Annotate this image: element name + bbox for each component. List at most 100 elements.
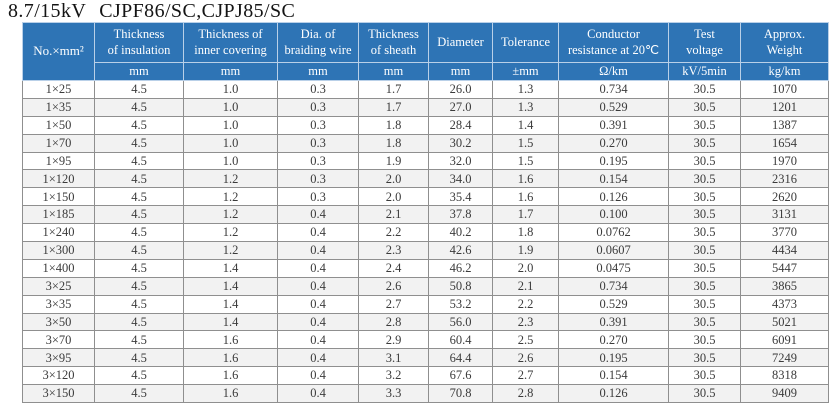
cell-braiding-wire: 0.4 bbox=[277, 241, 359, 260]
cell-inner-covering: 1.2 bbox=[183, 223, 278, 243]
cell-sheath: 1.8 bbox=[358, 115, 429, 135]
cell-size: 3×120 bbox=[22, 366, 95, 386]
table-row: 3×50 4.5 1.4 0.4 2.8 56.0 2.3 0.391 30.5 5021 bbox=[22, 312, 829, 332]
cell-resistance: 0.734 bbox=[558, 276, 669, 296]
cell-weight: 3865 bbox=[740, 276, 829, 296]
column-header-insulation: Thickness of insulation bbox=[94, 22, 184, 63]
cell-size: 3×95 bbox=[22, 348, 95, 368]
cell-weight: 3770 bbox=[740, 223, 829, 243]
cell-sheath: 2.3 bbox=[358, 241, 429, 260]
cell-insulation: 4.5 bbox=[94, 151, 184, 171]
cell-insulation: 4.5 bbox=[94, 223, 184, 243]
table-row: 3×150 4.5 1.6 0.4 3.3 70.8 2.8 0.126 30.5 9409 bbox=[22, 384, 829, 404]
cell-diameter: 32.0 bbox=[428, 151, 493, 171]
cell-diameter: 60.4 bbox=[428, 330, 493, 350]
table-row: 1×70 4.5 1.0 0.3 1.8 30.2 1.5 0.270 30.5 1654 bbox=[22, 133, 829, 153]
cell-inner-covering: 1.6 bbox=[183, 330, 278, 350]
table-row: 1×300 4.5 1.2 0.4 2.3 42.6 1.9 0.0607 30.5 4434 bbox=[22, 241, 829, 260]
cell-size: 1×400 bbox=[22, 258, 95, 278]
cell-weight: 9409 bbox=[740, 384, 829, 404]
table-row: 3×95 4.5 1.6 0.4 3.1 64.4 2.6 0.195 30.5 7249 bbox=[22, 348, 829, 368]
cell-insulation: 4.5 bbox=[94, 97, 184, 117]
cell-resistance: 0.154 bbox=[558, 169, 669, 189]
cell-resistance: 0.195 bbox=[558, 151, 669, 171]
table-row: 3×120 4.5 1.6 0.4 3.2 67.6 2.7 0.154 30.5 8318 bbox=[22, 366, 829, 386]
cell-resistance: 0.195 bbox=[558, 348, 669, 368]
cell-inner-covering: 1.0 bbox=[183, 133, 278, 153]
cell-diameter: 34.0 bbox=[428, 169, 493, 189]
cell-inner-covering: 1.4 bbox=[183, 294, 278, 314]
cell-test-voltage: 30.5 bbox=[668, 348, 741, 368]
cell-tolerance: 2.1 bbox=[492, 276, 559, 296]
cell-resistance: 0.100 bbox=[558, 205, 669, 225]
cell-size: 1×70 bbox=[22, 133, 95, 153]
table-row: 1×240 4.5 1.2 0.4 2.2 40.2 1.8 0.0762 30.5 3770 bbox=[22, 223, 829, 243]
cell-resistance: 0.0475 bbox=[558, 258, 669, 278]
cell-inner-covering: 1.0 bbox=[183, 97, 278, 117]
table-row: 1×150 4.5 1.2 0.3 2.0 35.4 1.6 0.126 30.5 2620 bbox=[22, 187, 829, 207]
cell-sheath: 3.2 bbox=[358, 366, 429, 386]
cell-diameter: 64.4 bbox=[428, 348, 493, 368]
cell-braiding-wire: 0.4 bbox=[277, 294, 359, 314]
cell-insulation: 4.5 bbox=[94, 241, 184, 260]
cell-resistance: 0.0607 bbox=[558, 241, 669, 260]
cell-resistance: 0.391 bbox=[558, 312, 669, 332]
cell-resistance: 0.734 bbox=[558, 80, 669, 99]
cell-weight: 5021 bbox=[740, 312, 829, 332]
cell-test-voltage: 30.5 bbox=[668, 258, 741, 278]
table-header: No.×mm² Thickness of insulation Thicknes… bbox=[22, 22, 829, 81]
cell-test-voltage: 30.5 bbox=[668, 312, 741, 332]
column-header-resistance: Conductor resistance at 20℃ bbox=[558, 22, 669, 63]
cell-tolerance: 2.8 bbox=[492, 384, 559, 404]
unit-resistance: Ω/km bbox=[558, 62, 669, 81]
column-header-tolerance: Tolerance bbox=[492, 22, 559, 63]
cell-sheath: 2.4 bbox=[358, 258, 429, 278]
cell-inner-covering: 1.2 bbox=[183, 205, 278, 225]
cell-size: 3×50 bbox=[22, 312, 95, 332]
cell-diameter: 26.0 bbox=[428, 80, 493, 99]
cell-weight: 7249 bbox=[740, 348, 829, 368]
unit-insulation: mm bbox=[94, 62, 184, 81]
cell-insulation: 4.5 bbox=[94, 276, 184, 296]
cell-weight: 1387 bbox=[740, 115, 829, 135]
column-header-inner-covering: Thickness of inner covering bbox=[183, 22, 278, 63]
cell-braiding-wire: 0.4 bbox=[277, 312, 359, 332]
cell-test-voltage: 30.5 bbox=[668, 169, 741, 189]
cell-weight: 1654 bbox=[740, 133, 829, 153]
cell-sheath: 1.7 bbox=[358, 80, 429, 99]
table-row: 1×185 4.5 1.2 0.4 2.1 37.8 1.7 0.100 30.5 3131 bbox=[22, 205, 829, 225]
cell-size: 1×150 bbox=[22, 187, 95, 207]
cell-size: 1×185 bbox=[22, 205, 95, 225]
cell-insulation: 4.5 bbox=[94, 80, 184, 99]
unit-weight: kg/km bbox=[740, 62, 829, 81]
cell-braiding-wire: 0.4 bbox=[277, 384, 359, 404]
cell-size: 3×70 bbox=[22, 330, 95, 350]
cell-sheath: 2.1 bbox=[358, 205, 429, 225]
cell-diameter: 27.0 bbox=[428, 97, 493, 117]
cell-diameter: 40.2 bbox=[428, 223, 493, 243]
cell-diameter: 30.2 bbox=[428, 133, 493, 153]
cell-test-voltage: 30.5 bbox=[668, 80, 741, 99]
cell-weight: 1070 bbox=[740, 80, 829, 99]
cell-inner-covering: 1.6 bbox=[183, 366, 278, 386]
cell-test-voltage: 30.5 bbox=[668, 241, 741, 260]
column-header-size: No.×mm² bbox=[22, 22, 95, 81]
cell-resistance: 0.270 bbox=[558, 330, 669, 350]
cell-weight: 1970 bbox=[740, 151, 829, 171]
cell-size: 1×25 bbox=[22, 80, 95, 99]
cell-insulation: 4.5 bbox=[94, 384, 184, 404]
cell-sheath: 1.7 bbox=[358, 97, 429, 117]
cell-test-voltage: 30.5 bbox=[668, 276, 741, 296]
cell-weight: 6091 bbox=[740, 330, 829, 350]
cell-weight: 5447 bbox=[740, 258, 829, 278]
table-row: 1×400 4.5 1.4 0.4 2.4 46.2 2.0 0.0475 30.5 5447 bbox=[22, 258, 829, 278]
cell-tolerance: 1.8 bbox=[492, 223, 559, 243]
cell-sheath: 2.0 bbox=[358, 187, 429, 207]
cell-test-voltage: 30.5 bbox=[668, 366, 741, 386]
cell-insulation: 4.5 bbox=[94, 205, 184, 225]
cell-test-voltage: 30.5 bbox=[668, 115, 741, 135]
cell-sheath: 3.1 bbox=[358, 348, 429, 368]
unit-braiding-wire: mm bbox=[277, 62, 359, 81]
cell-resistance: 0.0762 bbox=[558, 223, 669, 243]
cell-tolerance: 1.3 bbox=[492, 97, 559, 117]
